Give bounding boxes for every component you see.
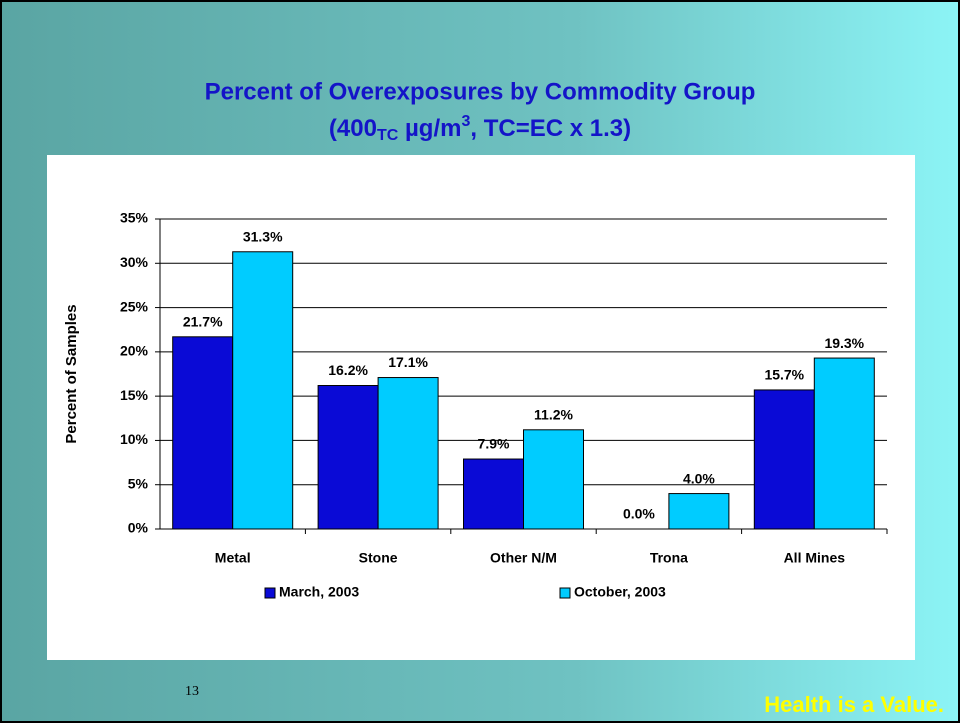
x-tick-label: All Mines [784, 550, 846, 566]
bar [172, 336, 234, 530]
x-tick-label: Stone [359, 550, 398, 566]
y-tick-label: 10% [120, 431, 149, 447]
x-tick-label: Trona [650, 550, 688, 566]
subtitle-sub: TC [377, 127, 399, 144]
footer: Health is a Value. [764, 692, 944, 717]
value-label: 16.2% [328, 362, 368, 378]
page-number: 13 [185, 684, 199, 699]
value-label: 7.9% [478, 436, 510, 452]
x-tick-label: Other N/M [490, 550, 557, 566]
bar [813, 357, 875, 530]
subtitle-part: µg/m [398, 115, 461, 142]
chart-subtitle: (400TC µg/m3, TC=EC x 1.3) [329, 113, 631, 144]
bar [668, 493, 730, 530]
y-tick-label: 5% [128, 475, 149, 491]
value-label: 15.7% [764, 367, 804, 383]
bar [232, 251, 294, 530]
y-tick-label: 15% [120, 387, 149, 403]
legend-label: March, 2003 [279, 584, 359, 600]
value-label: 4.0% [683, 470, 715, 486]
x-tick-label: Metal [215, 550, 251, 566]
value-label: 31.3% [243, 228, 283, 244]
bar [463, 458, 524, 530]
y-axis-label: Percent of Samples [63, 304, 80, 443]
bar [523, 429, 584, 530]
y-tick-label: 0% [128, 520, 149, 536]
value-label: 19.3% [824, 335, 864, 351]
value-label: 21.7% [183, 314, 223, 330]
value-label: 11.2% [534, 407, 573, 423]
bar [317, 385, 379, 530]
y-tick-label: 20% [120, 343, 149, 359]
bar [753, 389, 815, 530]
bar [377, 377, 439, 530]
legend-swatch [559, 587, 571, 599]
value-label: 0.0% [623, 506, 655, 522]
subtitle-sup: 3 [461, 113, 470, 130]
subtitle-part: (400 [329, 115, 377, 142]
value-label: 17.1% [388, 354, 428, 370]
y-tick-label: 30% [120, 254, 149, 270]
subtitle-part: , TC=EC x 1.3) [470, 115, 631, 142]
y-tick-label: 25% [120, 298, 149, 314]
y-tick-label: 35% [120, 210, 149, 226]
legend-label: October, 2003 [574, 584, 666, 600]
legend-swatch [264, 587, 276, 599]
chart-title: Percent of Overexposures by Commodity Gr… [205, 78, 756, 105]
